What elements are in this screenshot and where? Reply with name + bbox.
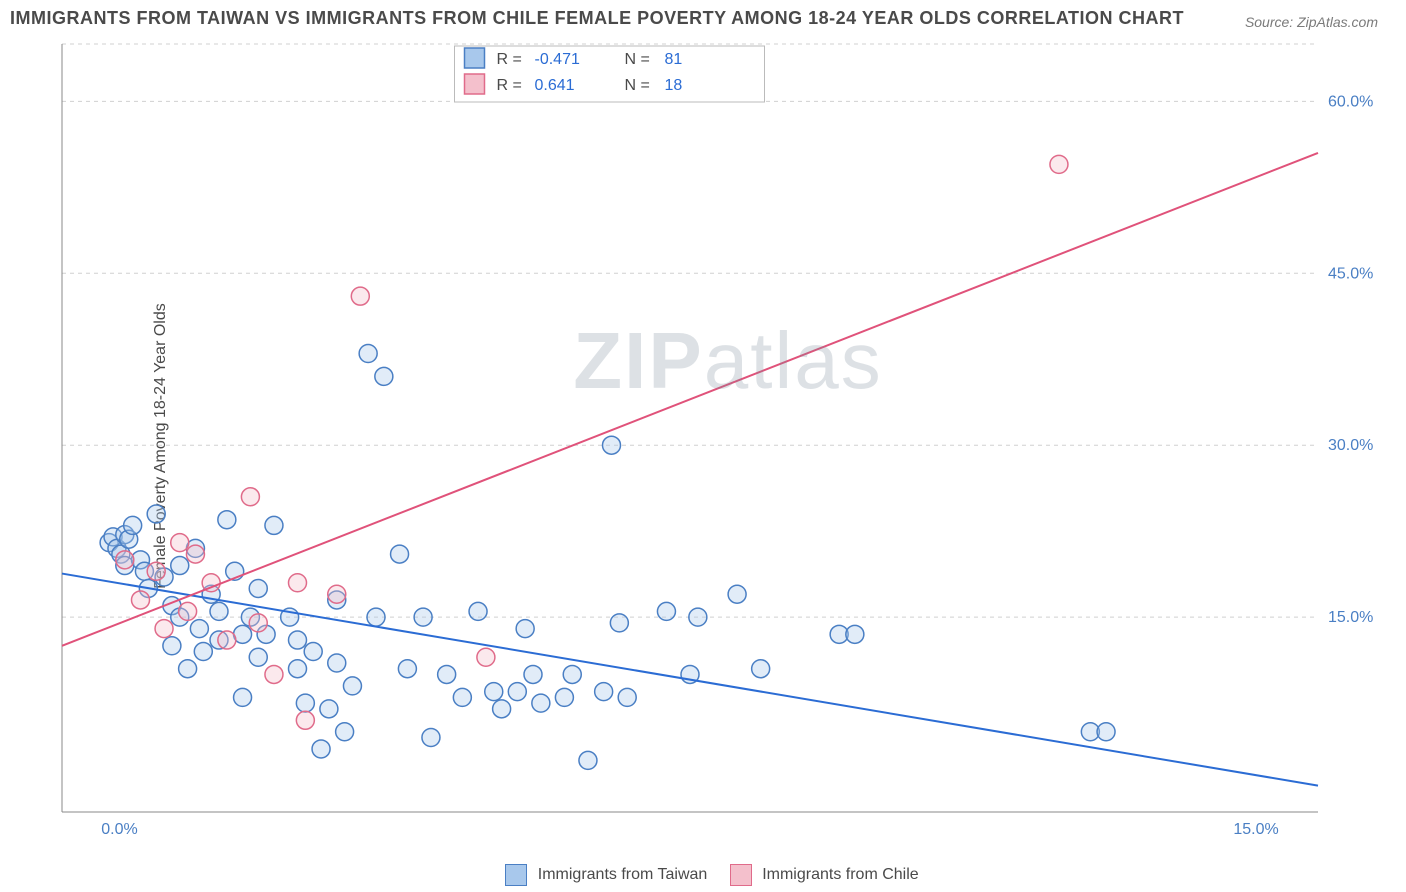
data-point <box>469 602 487 620</box>
y-tick-label: 30.0% <box>1328 437 1373 454</box>
data-point <box>241 488 259 506</box>
data-point <box>249 648 267 666</box>
legend-swatch-taiwan <box>505 864 527 886</box>
data-point <box>595 683 613 701</box>
x-tick-label: 0.0% <box>101 821 137 838</box>
data-point <box>618 688 636 706</box>
data-point <box>147 562 165 580</box>
data-point <box>132 591 150 609</box>
legend-n-value: 81 <box>665 51 683 68</box>
legend-swatch-chile <box>730 864 752 886</box>
data-point <box>555 688 573 706</box>
legend-r-value: -0.471 <box>535 51 580 68</box>
chart-area: 15.0% 30.0% 45.0% 60.0% 0.0% 15.0% R = -0.471 N … <box>60 40 1396 842</box>
data-point <box>171 557 189 575</box>
data-point <box>563 665 581 683</box>
data-point <box>438 665 456 683</box>
data-point <box>289 660 307 678</box>
data-point <box>289 574 307 592</box>
data-point <box>689 608 707 626</box>
data-point <box>116 551 134 569</box>
legend-label-chile: Immigrants from Chile <box>762 866 918 883</box>
data-point <box>186 545 204 563</box>
data-point <box>265 665 283 683</box>
data-point <box>336 723 354 741</box>
data-point <box>414 608 432 626</box>
legend-label-taiwan: Immigrants from Taiwan <box>538 866 708 883</box>
data-point <box>1097 723 1115 741</box>
legend-swatch <box>465 48 485 68</box>
data-point <box>524 665 542 683</box>
data-point <box>375 367 393 385</box>
y-tick-label: 45.0% <box>1328 265 1373 282</box>
data-point <box>328 585 346 603</box>
legend-r-value: 0.641 <box>535 77 575 94</box>
data-point <box>124 516 142 534</box>
data-point <box>359 344 377 362</box>
data-point <box>728 585 746 603</box>
data-point <box>296 711 314 729</box>
data-point <box>190 620 208 638</box>
data-point <box>265 516 283 534</box>
data-point <box>194 643 212 661</box>
data-point <box>147 505 165 523</box>
source-credit: Source: ZipAtlas.com <box>1245 14 1378 30</box>
data-point <box>289 631 307 649</box>
data-point <box>312 740 330 758</box>
data-point <box>1050 155 1068 173</box>
data-point <box>304 643 322 661</box>
data-point <box>367 608 385 626</box>
data-point <box>210 602 228 620</box>
data-point <box>179 660 197 678</box>
data-point <box>516 620 534 638</box>
data-point <box>296 694 314 712</box>
data-point <box>453 688 471 706</box>
data-point <box>163 637 181 655</box>
data-point <box>179 602 197 620</box>
y-tick-label: 15.0% <box>1328 609 1373 626</box>
data-point <box>485 683 503 701</box>
data-point <box>351 287 369 305</box>
data-point <box>320 700 338 718</box>
data-point <box>532 694 550 712</box>
data-point <box>249 614 267 632</box>
trend-line <box>62 153 1318 646</box>
data-point <box>398 660 416 678</box>
data-point <box>477 648 495 666</box>
trend-line <box>62 574 1318 786</box>
legend-r-label: R = <box>497 77 522 94</box>
legend-r-label: R = <box>497 51 522 68</box>
y-tick-label: 60.0% <box>1328 93 1373 110</box>
data-point <box>343 677 361 695</box>
chart-title: IMMIGRANTS FROM TAIWAN VS IMMIGRANTS FRO… <box>10 8 1184 29</box>
data-point <box>657 602 675 620</box>
data-point <box>218 631 236 649</box>
legend-bottom: Immigrants from Taiwan Immigrants from C… <box>0 864 1406 886</box>
data-point <box>391 545 409 563</box>
data-point <box>249 579 267 597</box>
data-point <box>508 683 526 701</box>
legend-n-label: N = <box>625 77 650 94</box>
x-tick-label: 15.0% <box>1233 821 1278 838</box>
data-point <box>493 700 511 718</box>
data-point <box>579 751 597 769</box>
scatter-plot: 15.0% 30.0% 45.0% 60.0% 0.0% 15.0% R = -0.471 N … <box>60 40 1396 842</box>
data-point <box>422 728 440 746</box>
data-point <box>752 660 770 678</box>
data-point <box>218 511 236 529</box>
data-point <box>603 436 621 454</box>
data-point <box>610 614 628 632</box>
legend-n-value: 18 <box>665 77 683 94</box>
legend-swatch <box>465 74 485 94</box>
legend-n-label: N = <box>625 51 650 68</box>
data-point <box>155 620 173 638</box>
data-point <box>846 625 864 643</box>
data-point <box>171 534 189 552</box>
data-point <box>234 688 252 706</box>
data-point <box>328 654 346 672</box>
